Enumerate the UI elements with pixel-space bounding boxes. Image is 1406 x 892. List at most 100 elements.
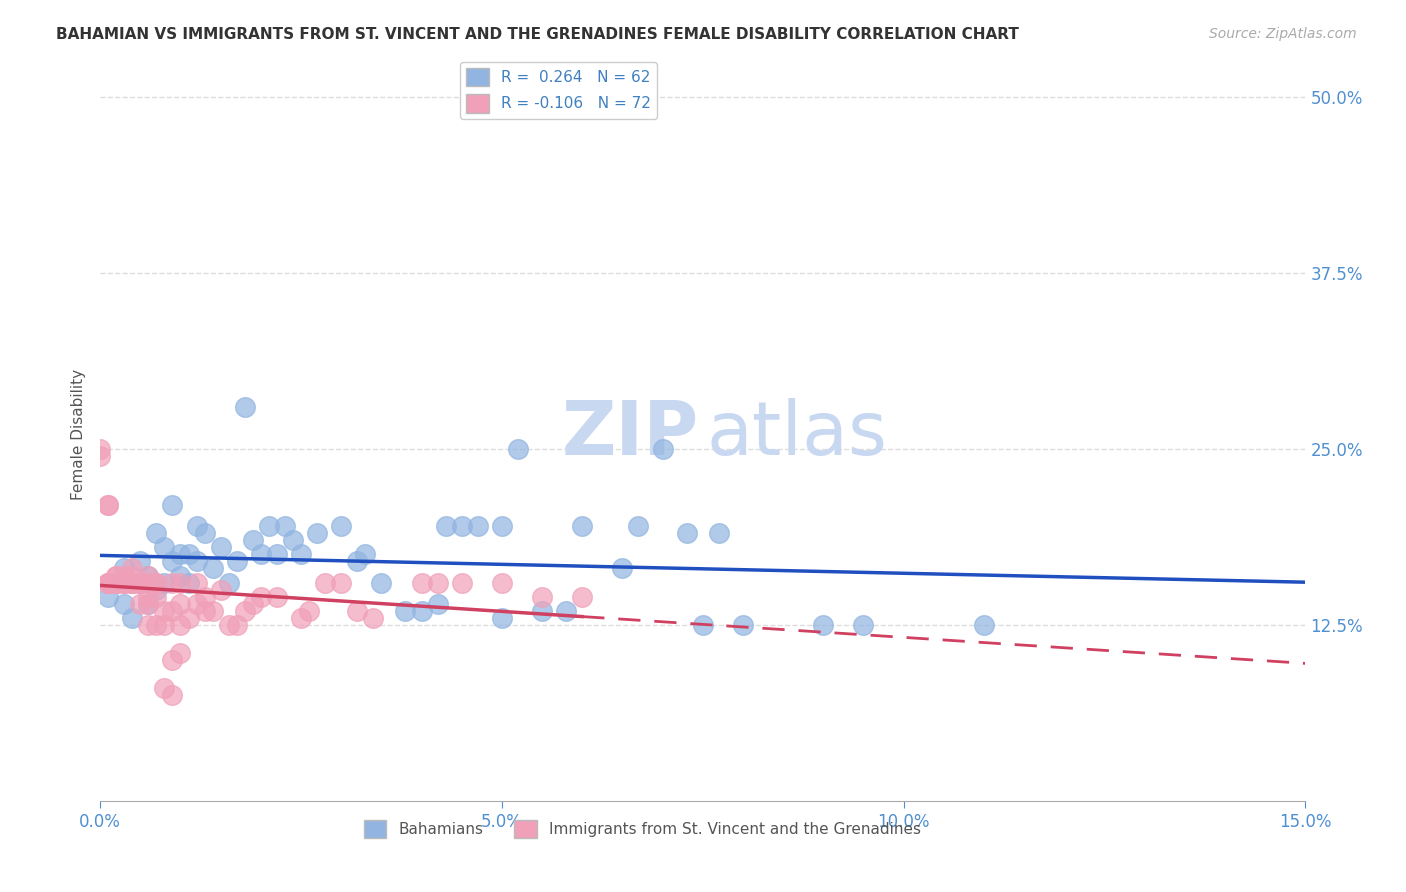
Point xyxy=(209,582,232,597)
Point xyxy=(363,611,385,625)
Point xyxy=(266,590,288,604)
Point xyxy=(162,688,184,702)
Point xyxy=(233,400,256,414)
Point xyxy=(225,617,247,632)
Point xyxy=(129,597,152,611)
Point xyxy=(153,681,176,696)
Point xyxy=(330,575,353,590)
Point xyxy=(506,442,529,456)
Point xyxy=(201,561,224,575)
Point xyxy=(97,575,120,590)
Point xyxy=(177,611,200,625)
Point xyxy=(138,597,160,611)
Point xyxy=(731,617,754,632)
Point xyxy=(250,548,273,562)
Point xyxy=(105,575,128,590)
Point xyxy=(257,519,280,533)
Point xyxy=(491,575,513,590)
Point xyxy=(491,611,513,625)
Point xyxy=(89,442,111,456)
Point xyxy=(411,575,433,590)
Point xyxy=(112,568,135,582)
Point xyxy=(467,519,489,533)
Point xyxy=(138,568,160,582)
Point xyxy=(411,604,433,618)
Point xyxy=(97,575,120,590)
Point xyxy=(571,590,593,604)
Point xyxy=(242,533,264,548)
Point xyxy=(153,541,176,555)
Point xyxy=(162,498,184,512)
Point xyxy=(138,575,160,590)
Point xyxy=(612,561,634,575)
Point xyxy=(194,604,217,618)
Point xyxy=(129,575,152,590)
Point xyxy=(169,646,191,660)
Point xyxy=(129,575,152,590)
Text: atlas: atlas xyxy=(706,398,887,471)
Point xyxy=(169,597,191,611)
Point xyxy=(354,548,377,562)
Point xyxy=(194,526,217,541)
Point xyxy=(105,575,128,590)
Point xyxy=(290,611,312,625)
Point xyxy=(169,548,191,562)
Point xyxy=(121,575,143,590)
Point xyxy=(121,568,143,582)
Point xyxy=(145,526,167,541)
Point xyxy=(491,519,513,533)
Point xyxy=(153,604,176,618)
Point xyxy=(194,590,217,604)
Point xyxy=(531,604,554,618)
Point xyxy=(555,604,578,618)
Point xyxy=(162,575,184,590)
Point xyxy=(112,575,135,590)
Text: ZIP: ZIP xyxy=(562,398,699,471)
Point xyxy=(426,597,449,611)
Point xyxy=(813,617,835,632)
Point xyxy=(290,548,312,562)
Point xyxy=(105,575,128,590)
Point xyxy=(218,575,240,590)
Point xyxy=(162,653,184,667)
Point xyxy=(129,575,152,590)
Point xyxy=(973,617,995,632)
Point xyxy=(346,554,368,568)
Point xyxy=(233,604,256,618)
Point xyxy=(209,541,232,555)
Point xyxy=(129,554,152,568)
Point xyxy=(112,561,135,575)
Point xyxy=(145,575,167,590)
Point xyxy=(346,604,368,618)
Point xyxy=(307,526,329,541)
Point xyxy=(145,617,167,632)
Point xyxy=(129,575,152,590)
Point xyxy=(138,617,160,632)
Point xyxy=(177,548,200,562)
Point xyxy=(138,568,160,582)
Point xyxy=(169,575,191,590)
Point xyxy=(314,575,336,590)
Point xyxy=(394,604,416,618)
Point xyxy=(274,519,297,533)
Point xyxy=(627,519,650,533)
Point xyxy=(121,575,143,590)
Point xyxy=(121,611,143,625)
Legend: Bahamians, Immigrants from St. Vincent and the Grenadines: Bahamians, Immigrants from St. Vincent a… xyxy=(357,814,928,845)
Point xyxy=(121,561,143,575)
Point xyxy=(186,597,208,611)
Text: Source: ZipAtlas.com: Source: ZipAtlas.com xyxy=(1209,27,1357,41)
Point xyxy=(450,575,472,590)
Point xyxy=(112,597,135,611)
Point xyxy=(434,519,457,533)
Point xyxy=(201,604,224,618)
Point xyxy=(145,590,167,604)
Point xyxy=(105,568,128,582)
Point xyxy=(186,575,208,590)
Point xyxy=(571,519,593,533)
Point xyxy=(186,554,208,568)
Point xyxy=(105,568,128,582)
Point xyxy=(707,526,730,541)
Point xyxy=(298,604,321,618)
Point xyxy=(97,498,120,512)
